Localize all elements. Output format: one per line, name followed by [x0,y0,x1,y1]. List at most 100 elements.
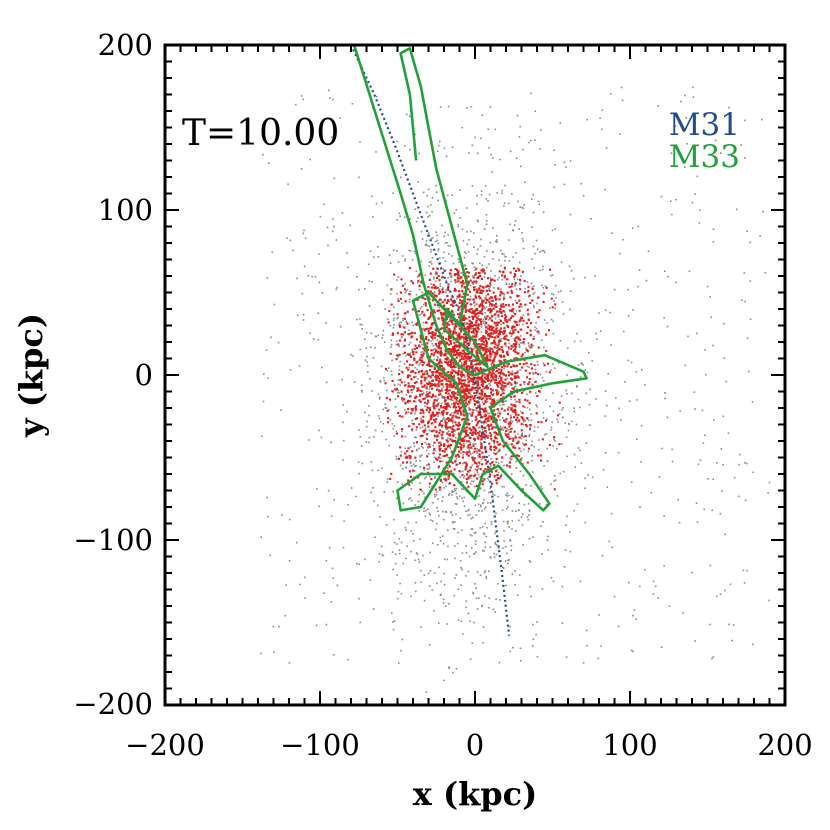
gray-particles-point [419,362,421,365]
gray-particles-point [527,503,530,505]
red-particles-point [498,359,501,362]
red-particles-point [478,392,481,395]
red-particles-point [462,391,465,394]
gray-particles-point [519,125,521,128]
gray-particles-point [496,192,499,194]
red-particles-point [434,371,437,374]
red-particles-point [487,324,490,327]
gray-particles-point [475,379,478,382]
gray-particles-point [327,89,330,92]
gray-particles-point [552,445,554,447]
gray-particles-point [501,253,503,255]
red-particles-point [408,353,411,356]
red-particles-point [500,394,503,397]
red-particles-point [449,383,452,386]
gray-particles-point [534,252,536,255]
gray-particles-point [694,640,696,642]
red-particles-point [523,358,526,361]
gray-particles-point [478,342,481,345]
red-particles-point [499,371,502,374]
gray-particles-point [550,369,552,371]
gray-particles-point [495,598,497,600]
gray-particles-point [476,325,478,328]
gray-particles-point [442,386,445,388]
gray-particles-point [507,559,509,561]
red-particles-point [431,395,434,398]
gray-particles-point [404,258,406,260]
gray-particles-point [498,259,500,261]
gray-particles-point [442,535,444,537]
red-particles-point [473,286,476,289]
gray-particles-point [460,286,463,289]
red-particles-point [398,339,401,342]
red-particles-point [475,484,478,487]
gray-particles-point [475,394,478,396]
red-particles-point [463,427,466,430]
gray-particles-point [519,660,522,662]
gray-particles-point [675,281,677,284]
gray-particles-point [398,365,401,367]
red-particles-point [460,305,463,308]
gray-particles-point [430,283,433,285]
red-particles-point [433,294,436,297]
red-particles-point [456,271,459,274]
gray-particles-point [398,538,400,540]
gray-particles-point [413,250,416,253]
red-particles-point [444,350,447,353]
gray-particles-point [433,572,436,574]
red-particles-point [453,341,456,344]
gray-particles-point [635,371,638,373]
gray-particles-point [521,524,524,526]
gray-particles-point [691,201,694,204]
gray-particles-point [488,597,491,599]
gray-particles-point [724,589,726,592]
red-particles-point [453,331,456,334]
gray-particles-point [522,442,524,445]
gray-particles-point [526,393,528,396]
gray-particles-point [635,438,638,440]
gray-particles-point [438,300,440,303]
gray-particles-point [557,421,559,423]
red-particles-point [391,333,394,336]
red-particles-point [437,368,440,371]
red-particles-point [496,321,499,324]
red-particles-point [469,466,472,469]
gray-particles-point [507,562,509,565]
gray-particles-point [444,242,447,245]
gray-particles-point [541,284,543,287]
red-particles-point [491,376,494,379]
gray-particles-point [663,317,665,319]
red-particles-point [426,392,429,395]
gray-particles-point [398,369,401,371]
red-particles-point [471,377,474,380]
gray-particles-point [568,423,570,426]
gray-particles-point [666,325,669,328]
red-particles-point [441,379,444,382]
red-particles-point [515,336,518,339]
gray-particles-point [716,462,718,464]
gray-particles-point [422,392,425,394]
gray-particles-point [487,412,489,415]
red-particles-point [444,471,447,474]
red-particles-point [494,379,497,382]
red-particles-point [484,317,487,320]
gray-particles-point [480,395,483,398]
gray-particles-point [489,346,491,349]
red-particles-point [452,353,455,356]
gray-particles-point [466,231,468,233]
gray-particles-point [565,166,567,168]
gray-particles-point [377,393,380,396]
gray-particles-point [518,282,521,285]
gray-particles-point [267,377,269,379]
gray-particles-point [367,371,369,373]
red-particles-point [466,395,469,398]
gray-particles-point [560,242,563,244]
gray-particles-point [499,404,501,407]
gray-particles-point [462,240,465,242]
red-particles-point [444,337,447,340]
gray-particles-point [449,379,452,382]
red-particles-point [526,461,529,464]
red-particles-point [438,372,441,375]
red-particles-point [474,296,477,299]
gray-particles-point [423,303,425,306]
